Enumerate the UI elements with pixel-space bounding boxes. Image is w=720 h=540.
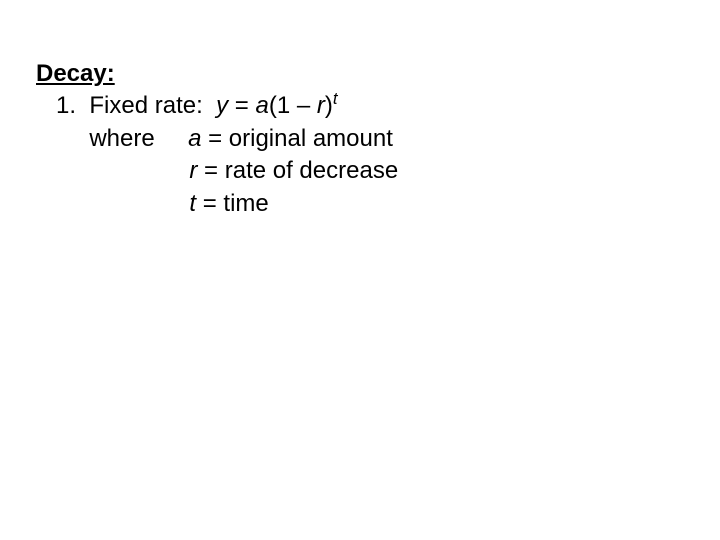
def-r: = rate of decrease	[197, 157, 398, 184]
formula-exponent-t: t	[333, 89, 338, 108]
formula-row: 1. Fixed rate: y = a(1 – r)t	[36, 90, 684, 122]
heading-row: Decay:	[36, 58, 684, 90]
list-number: 1.	[56, 92, 76, 119]
formula-open: (1 –	[269, 92, 317, 119]
where-a-row: where a = original amount	[36, 123, 684, 155]
slide-content: Decay: 1. Fixed rate: y = a(1 – r)t wher…	[0, 0, 720, 220]
where-r-row: r = rate of decrease	[36, 155, 684, 187]
formula-eq: =	[228, 92, 255, 119]
where-t-row: t = time	[36, 188, 684, 220]
def-t: = time	[196, 190, 269, 217]
formula-a: a	[255, 92, 268, 119]
def-a: = original amount	[201, 125, 392, 152]
decay-heading: Decay:	[36, 60, 115, 87]
formula-close: )	[325, 92, 333, 119]
formula-r: r	[317, 92, 325, 119]
formula-y: y	[216, 92, 228, 119]
var-a: a	[188, 125, 201, 152]
item-label: Fixed rate:	[89, 92, 202, 119]
where-label: where	[89, 125, 154, 152]
